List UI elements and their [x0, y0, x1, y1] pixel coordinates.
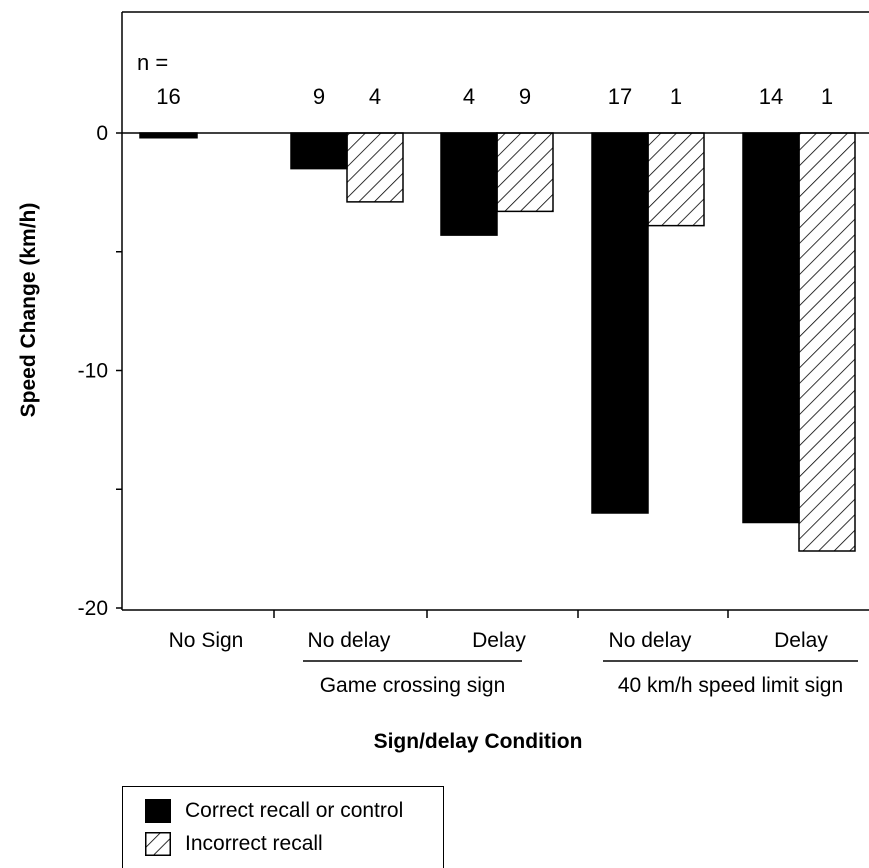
bar-correct	[591, 132, 649, 514]
bar-incorrect	[346, 132, 404, 203]
legend-item-incorrect: Incorrect recall	[145, 832, 323, 856]
bar-incorrect	[496, 132, 554, 213]
y-axis-title: Speed Change (km/h)	[17, 203, 40, 418]
group-label: 40 km/h speed limit sign	[618, 674, 843, 697]
legend-swatch-hatch	[145, 832, 171, 856]
bar-correct	[139, 132, 198, 139]
bar-correct	[440, 132, 498, 236]
legend-swatch-solid	[145, 799, 171, 823]
x-category-label: Delay	[472, 629, 526, 652]
n-label: 9	[313, 84, 325, 109]
y-tick-label: 0	[96, 122, 108, 145]
n-label: 4	[369, 84, 381, 109]
legend-item-correct: Correct recall or control	[145, 799, 403, 823]
chart-labels: 0 -10 -20 16 9 4 17 14 4 9 1 1 n = No Sign No delay Del…	[17, 50, 843, 753]
bar-incorrect	[647, 132, 705, 227]
n-prefix-label: n =	[137, 50, 168, 75]
legend-label-correct: Correct recall or control	[185, 799, 404, 822]
n-label: 9	[519, 84, 531, 109]
legend-label-incorrect: Incorrect recall	[185, 832, 323, 855]
chart-legend: Correct recall or control Incorrect reca…	[122, 786, 444, 868]
n-label: 17	[608, 84, 632, 109]
bar-correct	[742, 132, 800, 524]
x-axis-title: Sign/delay Condition	[374, 730, 583, 753]
x-category-label: Delay	[774, 629, 828, 652]
n-label: 4	[463, 84, 475, 109]
bar-correct	[290, 132, 348, 170]
x-category-label: No Sign	[169, 629, 244, 652]
n-label: 1	[821, 84, 833, 109]
y-tick-label: -20	[78, 597, 108, 620]
x-category-label: No delay	[308, 629, 391, 652]
x-category-label: No delay	[609, 629, 692, 652]
n-label: 1	[670, 84, 682, 109]
n-label: 16	[156, 84, 180, 109]
y-tick-label: -10	[78, 360, 108, 383]
chart-bars	[139, 132, 856, 552]
bar-incorrect	[798, 132, 856, 552]
group-label: Game crossing sign	[320, 674, 506, 697]
n-label: 14	[759, 84, 783, 109]
